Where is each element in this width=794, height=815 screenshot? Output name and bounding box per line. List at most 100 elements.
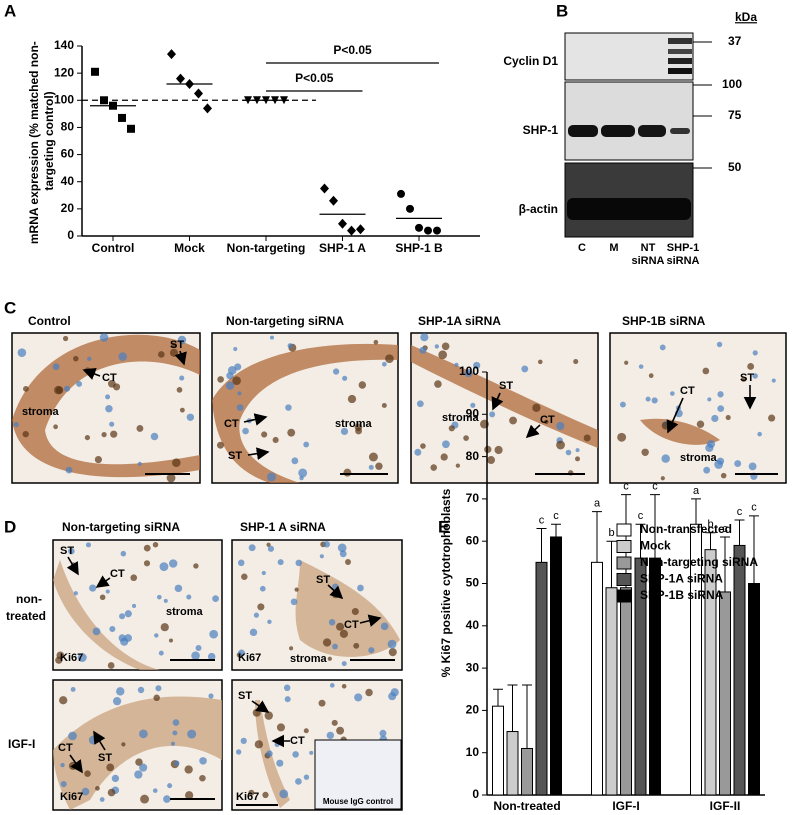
tissue-stain (295, 560, 400, 657)
significance-letter: b (608, 527, 614, 539)
tissue-label: stroma (442, 412, 480, 424)
y-tick-label: 120 (54, 65, 74, 79)
nucleus (289, 646, 294, 651)
error-bar (650, 494, 660, 559)
significance-letter: c (737, 506, 743, 518)
panel-letter: E (438, 517, 449, 536)
nucleus (92, 627, 101, 636)
nucleus (266, 750, 273, 758)
nucleus (322, 638, 332, 647)
lane-label: siRNA (631, 255, 664, 267)
row-label: IGF-I (8, 737, 35, 751)
bar (492, 705, 504, 796)
nucleus (52, 363, 60, 371)
nucleus (351, 607, 359, 616)
stain-label: Ki67 (60, 791, 83, 803)
nucleus (143, 544, 151, 552)
nucleus (343, 468, 352, 477)
nucleus (113, 383, 121, 391)
blot-band (601, 125, 635, 137)
point (415, 223, 423, 232)
error-bar (592, 511, 602, 563)
nucleus (241, 573, 248, 580)
point (356, 224, 365, 235)
nucleus (365, 688, 373, 697)
nucleus (573, 359, 579, 365)
nucleus (225, 381, 235, 390)
nucleus (345, 559, 351, 565)
nucleus (388, 648, 397, 657)
nucleus (172, 719, 180, 726)
nucleus (420, 443, 426, 449)
nucleus (494, 445, 503, 455)
tissue-label: CT (58, 742, 73, 754)
nucleus (641, 448, 649, 456)
nucleus (707, 397, 712, 402)
nucleus (172, 730, 178, 736)
nucleus (379, 729, 387, 737)
nucleus (358, 381, 367, 389)
tissue-label: ST (316, 574, 330, 586)
inset-label: Mouse IgG control (323, 797, 393, 806)
legend-swatch (616, 589, 632, 603)
point (100, 96, 108, 105)
nucleus (199, 774, 206, 782)
nucleus (212, 595, 219, 603)
nucleus (341, 683, 347, 689)
nucleus (292, 751, 299, 758)
annotation: P<0.05 (333, 43, 372, 57)
arrow (525, 424, 541, 439)
nucleus (153, 694, 160, 702)
nucleus (661, 454, 670, 463)
nucleus (143, 560, 151, 567)
nucleus (68, 731, 77, 741)
nucleus (617, 432, 627, 442)
error-bar (493, 688, 503, 707)
nucleus (327, 656, 332, 661)
blot-band (668, 49, 692, 54)
significance-letter: a (693, 485, 700, 497)
nucleus (55, 656, 63, 664)
nucleus (287, 343, 293, 349)
nucleus (532, 403, 541, 412)
nucleus (119, 613, 126, 620)
y-tick-label: 100 (459, 364, 479, 378)
nucleus (121, 742, 126, 747)
arrow (69, 754, 83, 774)
y-tick-label: 40 (466, 618, 480, 632)
nucleus (195, 645, 202, 652)
significance-letter: c (638, 510, 644, 522)
bar (733, 544, 746, 796)
error-bar (536, 528, 547, 563)
bar (748, 583, 760, 796)
nucleus (711, 414, 719, 423)
nucleus (659, 344, 666, 351)
nucleus (354, 423, 363, 431)
arrow (251, 700, 270, 713)
point (329, 195, 338, 206)
nucleus (283, 684, 291, 692)
significance-letter: c (751, 502, 757, 514)
error-bar (635, 523, 646, 559)
lane-label: NT (641, 242, 656, 254)
nucleus (264, 711, 273, 720)
lane-label: C (578, 242, 586, 254)
nucleus (236, 404, 244, 412)
nucleus (62, 335, 69, 342)
panel-letter: A (4, 1, 16, 20)
tissue-label: stroma (166, 606, 204, 618)
nucleus (262, 791, 269, 799)
nucleus (274, 742, 280, 748)
nucleus (105, 394, 111, 400)
tissue-label: ST (238, 690, 252, 702)
nucleus (303, 774, 310, 780)
nucleus (416, 400, 424, 408)
nucleus (295, 778, 302, 785)
nucleus (420, 333, 429, 342)
nucleus (53, 424, 58, 430)
nucleus (272, 436, 279, 444)
point (253, 96, 261, 105)
blot-band (668, 68, 692, 74)
blot-band (568, 125, 598, 137)
nucleus (184, 791, 194, 800)
